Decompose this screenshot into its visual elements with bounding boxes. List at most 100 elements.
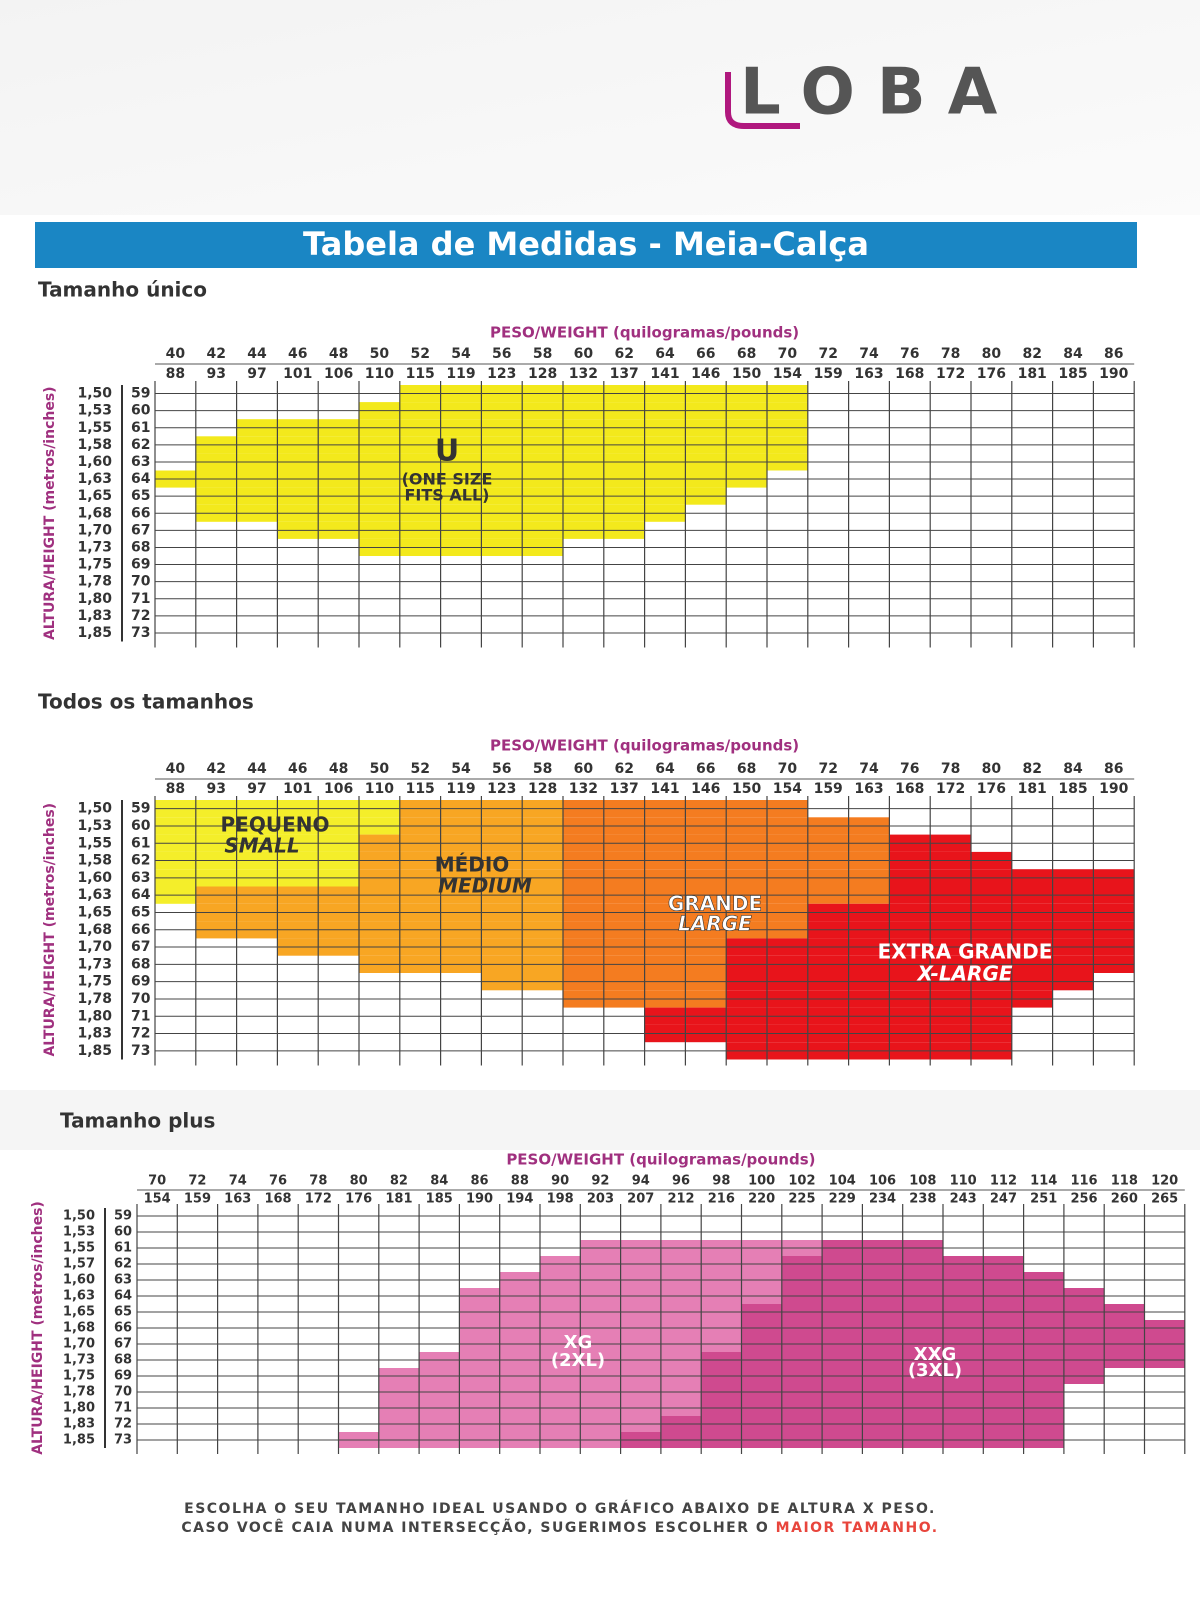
height-in-label: 63 bbox=[131, 870, 150, 886]
weight-lb-label: 181 bbox=[1018, 781, 1047, 797]
weight-lb-label: 229 bbox=[829, 1192, 856, 1207]
height-m-label: 1,60 bbox=[63, 1273, 95, 1288]
height-in-label: 72 bbox=[131, 1026, 150, 1042]
height-m-label: 1,85 bbox=[77, 1043, 112, 1059]
height-in-label: 68 bbox=[131, 956, 150, 972]
weight-lb-label: 238 bbox=[909, 1192, 936, 1207]
height-m-label: 1,58 bbox=[77, 853, 112, 869]
weight-lb-label: 216 bbox=[708, 1192, 735, 1207]
height-in-label: 69 bbox=[114, 1369, 132, 1384]
footer-line: ESCOLHA O SEU TAMANHO IDEAL USANDO O GRÁ… bbox=[184, 1500, 936, 1517]
weight-kg-label: 114 bbox=[1030, 1174, 1057, 1189]
weight-lb-label: 176 bbox=[345, 1192, 372, 1207]
height-m-label: 1,53 bbox=[77, 403, 112, 419]
weight-kg-label: 72 bbox=[818, 346, 837, 362]
weight-lb-label: 97 bbox=[247, 366, 266, 382]
x-axis-label: PESO/WEIGHT (quilogramas/pounds) bbox=[506, 1151, 815, 1169]
size-label: XXG bbox=[914, 1344, 957, 1365]
weight-lb-label: 150 bbox=[732, 781, 761, 797]
weight-kg-label: 48 bbox=[329, 346, 348, 362]
height-m-label: 1,58 bbox=[77, 437, 112, 453]
weight-lb-label: 181 bbox=[385, 1192, 412, 1207]
height-in-label: 65 bbox=[131, 904, 150, 920]
x-axis-label: PESO/WEIGHT (quilogramas/pounds) bbox=[490, 737, 799, 755]
weight-kg-label: 74 bbox=[859, 761, 879, 777]
weight-kg-label: 78 bbox=[309, 1174, 327, 1189]
weight-lb-label: 123 bbox=[487, 781, 516, 797]
weight-lb-label: 190 bbox=[466, 1192, 493, 1207]
height-m-label: 1,63 bbox=[77, 887, 112, 903]
section-subtitle: Tamanho plus bbox=[60, 1109, 215, 1133]
height-in-label: 62 bbox=[114, 1257, 132, 1272]
weight-kg-label: 74 bbox=[229, 1174, 247, 1189]
weight-lb-label: 163 bbox=[224, 1192, 251, 1207]
weight-lb-label: 185 bbox=[1058, 781, 1087, 797]
height-in-label: 63 bbox=[114, 1273, 132, 1288]
size-label: MÉDIO bbox=[435, 853, 510, 877]
size-label: EXTRA GRANDE bbox=[878, 940, 1053, 964]
logo: LOBA bbox=[740, 56, 1019, 130]
x-axis-label: PESO/WEIGHT (quilogramas/pounds) bbox=[490, 324, 799, 342]
height-m-label: 1,60 bbox=[77, 454, 112, 470]
height-m-label: 1,85 bbox=[77, 625, 112, 641]
height-m-label: 1,63 bbox=[77, 471, 112, 487]
y-axis-label: ALTURA/HEIGHT (metros/inches) bbox=[42, 386, 58, 640]
height-in-label: 59 bbox=[131, 801, 150, 817]
weight-kg-label: 68 bbox=[737, 346, 756, 362]
weight-lb-label: 159 bbox=[184, 1192, 211, 1207]
weight-lb-label: 146 bbox=[691, 781, 720, 797]
footer-text: CASO VOCÊ CAIA NUMA INTERSECÇÃO, SUGERIM… bbox=[181, 1519, 769, 1536]
size-label: SMALL bbox=[224, 834, 299, 858]
size-label: XG bbox=[564, 1332, 593, 1353]
size-label: PEQUENO bbox=[221, 813, 330, 837]
weight-kg-label: 84 bbox=[1063, 346, 1083, 362]
height-in-label: 62 bbox=[131, 437, 150, 453]
weight-lb-label: 168 bbox=[895, 781, 924, 797]
height-in-label: 67 bbox=[131, 522, 150, 538]
weight-lb-label: 168 bbox=[264, 1192, 291, 1207]
height-m-label: 1,68 bbox=[77, 922, 112, 938]
weight-kg-label: 54 bbox=[451, 346, 471, 362]
weight-kg-label: 56 bbox=[492, 346, 511, 362]
height-in-label: 67 bbox=[131, 939, 150, 955]
weight-kg-label: 46 bbox=[288, 346, 307, 362]
weight-kg-label: 86 bbox=[471, 1174, 489, 1189]
height-m-label: 1,55 bbox=[77, 835, 112, 851]
weight-lb-label: 185 bbox=[426, 1192, 453, 1207]
weight-lb-label: 128 bbox=[528, 366, 557, 382]
weight-kg-label: 108 bbox=[909, 1174, 936, 1189]
weight-kg-label: 58 bbox=[533, 346, 552, 362]
weight-lb-label: 172 bbox=[305, 1192, 332, 1207]
weight-kg-label: 44 bbox=[247, 761, 267, 777]
weight-kg-label: 112 bbox=[990, 1174, 1017, 1189]
weight-kg-label: 92 bbox=[591, 1174, 609, 1189]
height-in-label: 70 bbox=[131, 574, 151, 590]
weight-kg-label: 102 bbox=[788, 1174, 815, 1189]
weight-kg-label: 68 bbox=[737, 761, 756, 777]
weight-kg-label: 84 bbox=[1063, 761, 1083, 777]
weight-kg-label: 116 bbox=[1070, 1174, 1097, 1189]
height-m-label: 1,50 bbox=[77, 386, 112, 402]
height-m-label: 1,65 bbox=[77, 488, 112, 504]
height-in-label: 72 bbox=[114, 1417, 132, 1432]
height-m-label: 1,78 bbox=[77, 574, 112, 590]
weight-kg-label: 82 bbox=[390, 1174, 408, 1189]
weight-lb-label: 207 bbox=[627, 1192, 654, 1207]
title: Tabela de Medidas - Meia-Calça bbox=[303, 225, 869, 263]
height-in-label: 60 bbox=[131, 403, 151, 419]
weight-lb-label: 194 bbox=[506, 1192, 533, 1207]
height-m-label: 1,65 bbox=[63, 1305, 95, 1320]
weight-lb-label: 163 bbox=[854, 781, 883, 797]
weight-kg-label: 60 bbox=[574, 761, 594, 777]
height-m-label: 1,55 bbox=[63, 1241, 95, 1256]
size-label: (3XL) bbox=[908, 1360, 962, 1381]
title-bar bbox=[35, 222, 1137, 268]
weight-kg-label: 52 bbox=[410, 761, 429, 777]
weight-kg-label: 110 bbox=[950, 1174, 977, 1189]
height-in-label: 71 bbox=[131, 1008, 150, 1024]
height-in-label: 61 bbox=[131, 835, 150, 851]
weight-kg-label: 70 bbox=[778, 761, 798, 777]
height-in-label: 60 bbox=[131, 818, 151, 834]
weight-lb-label: 190 bbox=[1099, 781, 1128, 797]
